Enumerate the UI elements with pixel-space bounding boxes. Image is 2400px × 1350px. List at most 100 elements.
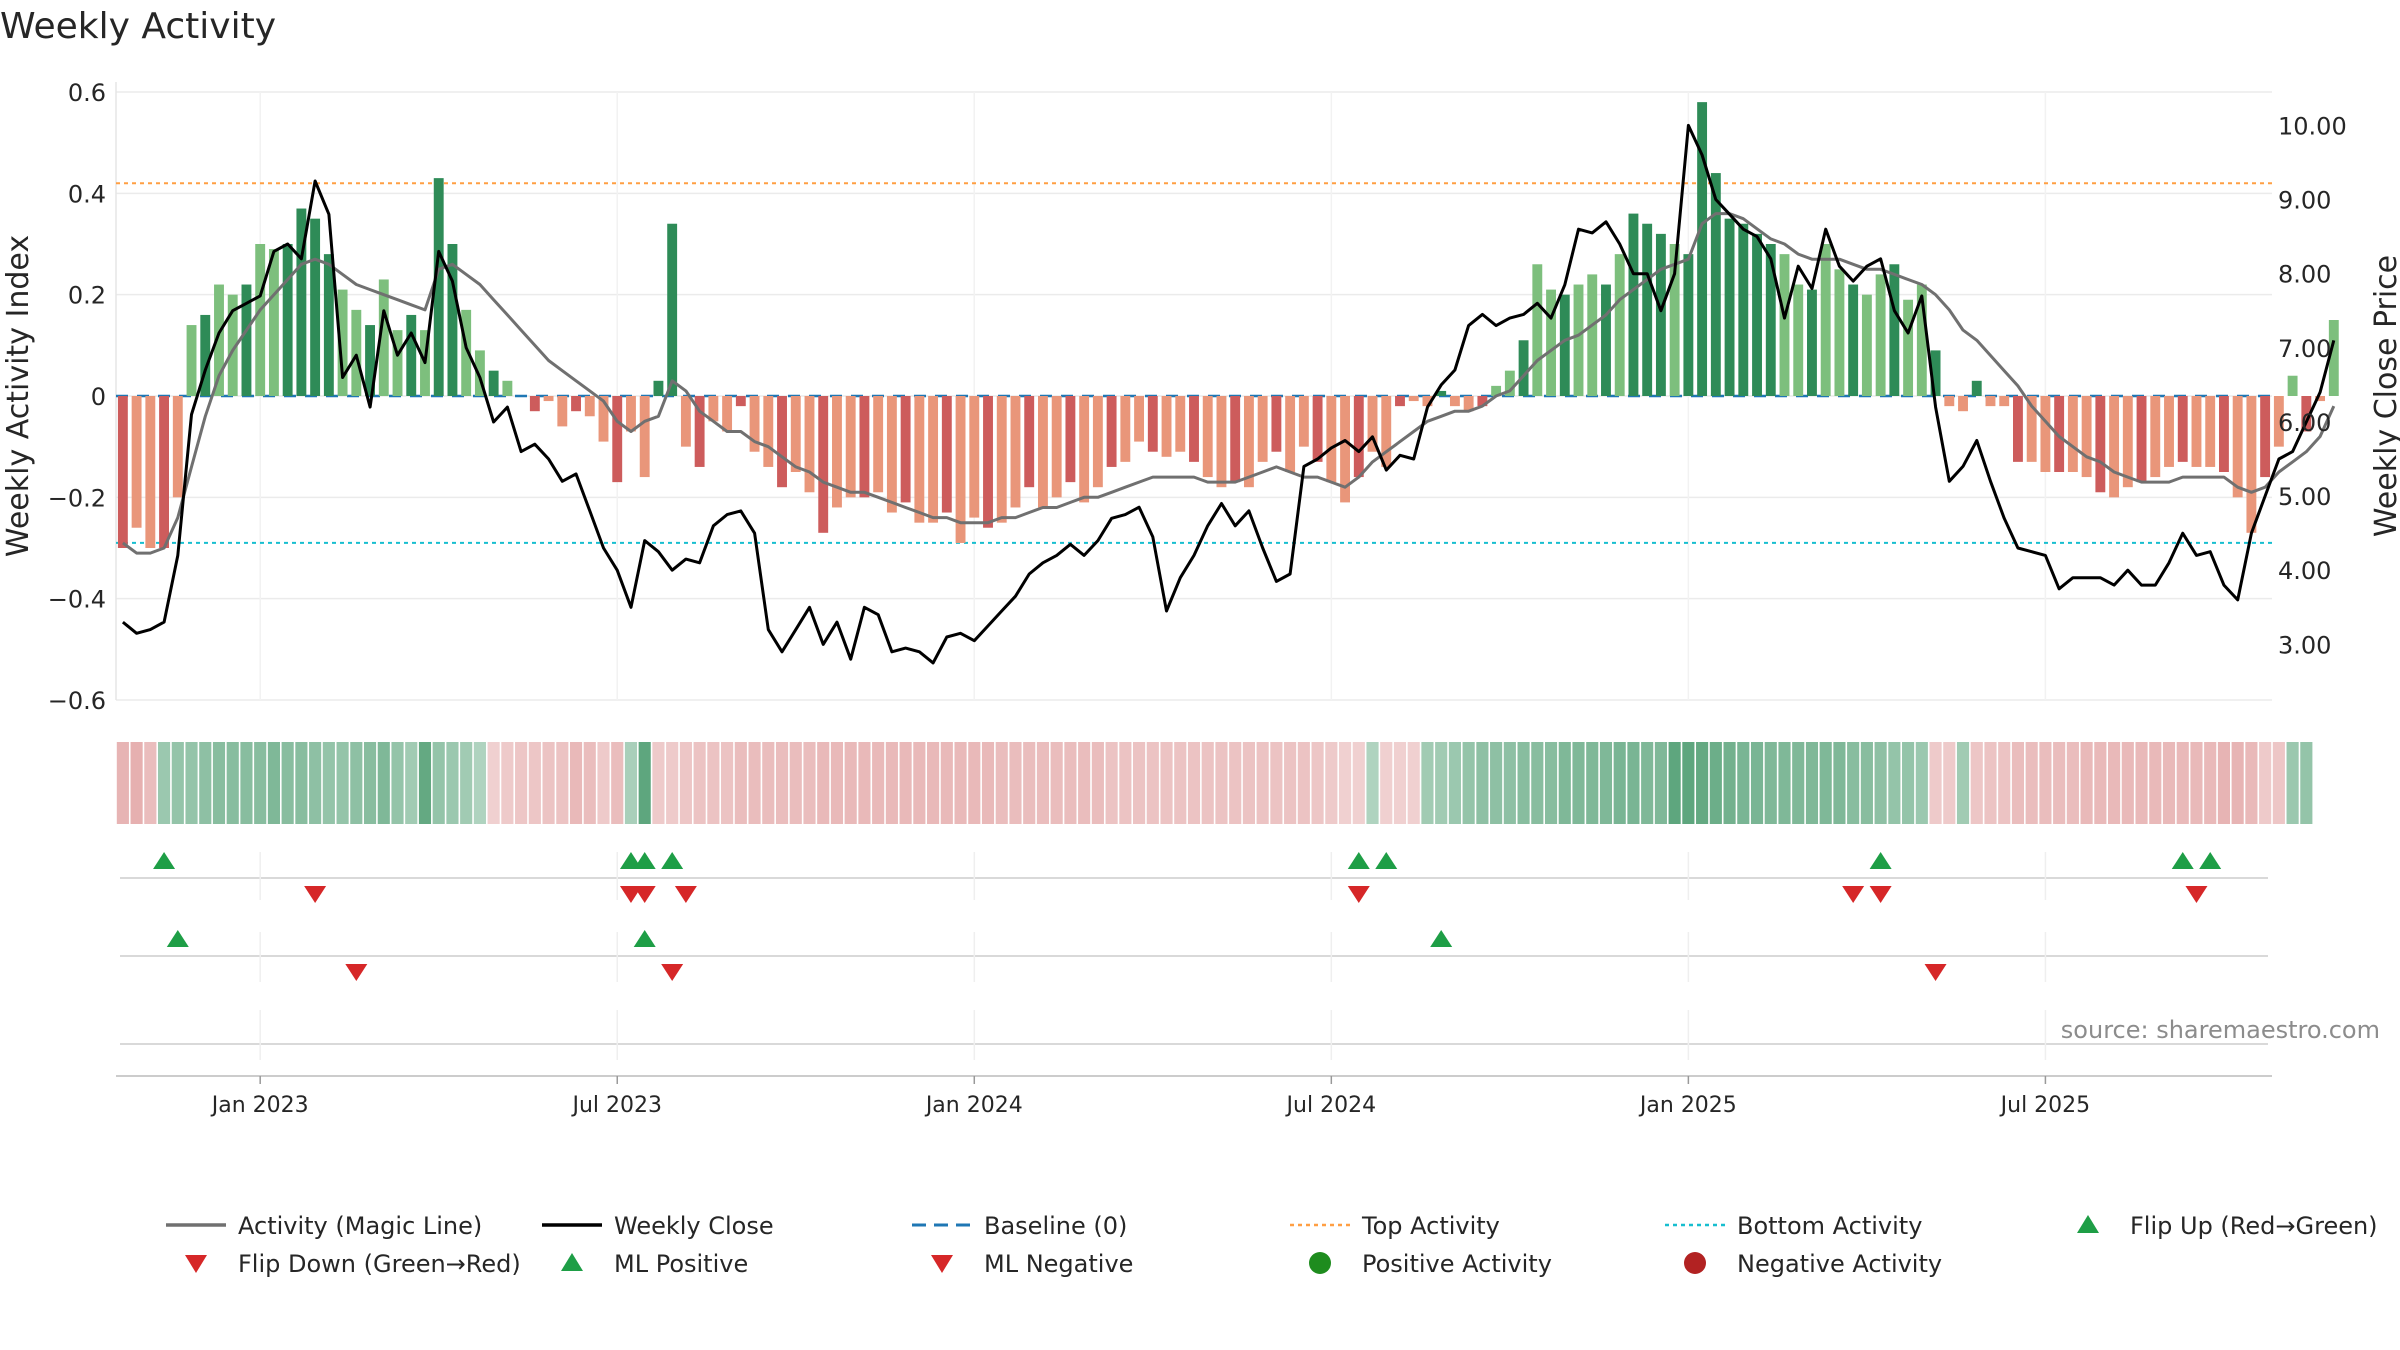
ribbon-cell — [624, 742, 638, 824]
ribbon-cell — [1984, 742, 1997, 824]
ribbon-cell — [1668, 742, 1681, 824]
ribbon-cell — [542, 742, 555, 824]
legend-label: Weekly Close — [614, 1212, 774, 1240]
activity-bar — [1628, 213, 1639, 396]
activity-bar — [159, 396, 170, 548]
ribbon-cell — [1696, 742, 1709, 824]
legend-swatch — [931, 1255, 953, 1273]
activity-bar — [502, 380, 513, 396]
magic-line — [122, 212, 2336, 555]
activity-bar — [1903, 299, 1914, 396]
activity-bar — [406, 314, 417, 396]
activity-bar — [1285, 396, 1296, 472]
ribbon-cell — [2149, 742, 2162, 824]
ribbon-cell — [817, 742, 830, 824]
source-text: source: sharemaestro.com — [2061, 1016, 2380, 1044]
ml-positive-marker — [166, 930, 189, 947]
activity-bar — [1367, 396, 1378, 452]
activity-bar — [1271, 396, 1282, 452]
activity-bar — [337, 289, 348, 396]
activity-bar — [447, 244, 458, 396]
activity-bar — [1230, 396, 1241, 483]
ribbon-cell — [1050, 742, 1063, 824]
activity-bar — [186, 325, 197, 396]
activity-bar — [777, 396, 787, 488]
ribbon-cell — [1009, 742, 1022, 824]
ribbon-cell — [322, 742, 335, 824]
activity-bar — [886, 396, 897, 513]
activity-bar — [1504, 370, 1515, 396]
ml-negative-marker — [345, 964, 368, 981]
right-tick-label: 5.00 — [2278, 483, 2331, 511]
ribbon-cell — [2094, 742, 2107, 824]
ribbon-cell — [336, 742, 349, 824]
ribbon-cell — [226, 742, 239, 824]
activity-bar — [1930, 350, 1941, 396]
activity-bar — [653, 380, 664, 396]
activity-bar — [1601, 284, 1611, 396]
ribbon-cell — [1833, 742, 1846, 824]
activity-bar — [1710, 173, 1721, 396]
activity-bar — [1106, 396, 1117, 467]
ribbon-cell — [1146, 742, 1159, 824]
right-tick-label: 10.00 — [2278, 112, 2347, 140]
ribbon-cell — [1297, 742, 1310, 824]
activity-bar — [2232, 396, 2243, 498]
ribbon-cell — [1723, 742, 1736, 824]
activity-bar — [1532, 264, 1543, 396]
ribbon-cell — [1599, 742, 1613, 824]
right-tick-label: 3.00 — [2278, 631, 2331, 659]
ribbon-cell — [130, 742, 143, 824]
legend-swatch — [1309, 1252, 1331, 1274]
legend-swatch — [185, 1255, 207, 1273]
activity-bar — [1079, 396, 1090, 503]
activity-bar — [584, 396, 595, 417]
ribbon-cell — [2231, 742, 2244, 824]
ribbon-cell — [1201, 742, 1214, 824]
activity-bar — [2026, 396, 2037, 462]
activity-bar — [1298, 396, 1309, 447]
ribbon-cell — [1874, 742, 1887, 824]
right-tick-label: 9.00 — [2278, 187, 2331, 215]
activity-bar — [1916, 284, 1927, 396]
series-lines — [121, 123, 2336, 665]
activity-bar — [323, 254, 334, 396]
activity-bar — [639, 396, 650, 478]
ribbon-cell — [1764, 742, 1777, 824]
flip-up-marker — [1347, 852, 1370, 869]
ribbon-cell — [872, 742, 885, 824]
ribbon-cell — [1915, 742, 1928, 824]
ribbon-cell — [844, 742, 857, 824]
ribbon-cell — [583, 742, 596, 824]
activity-bar — [749, 396, 760, 452]
ribbon-cell — [981, 742, 995, 824]
ribbon-cell — [528, 742, 541, 824]
activity-bar — [1559, 294, 1570, 396]
flip-up-marker — [633, 852, 656, 869]
legend-swatch — [1684, 1252, 1706, 1274]
activity-bar — [433, 178, 444, 396]
right-tick-label: 8.00 — [2278, 261, 2331, 289]
ribbon-cell — [913, 742, 926, 824]
ribbon-cell — [1737, 742, 1750, 824]
ribbon-cell — [240, 742, 253, 824]
activity-bar — [2273, 396, 2284, 447]
activity-bar — [804, 396, 815, 493]
ribbon-cell — [309, 742, 322, 824]
ribbon-cell — [2080, 742, 2093, 824]
ribbon-cell — [515, 742, 528, 824]
ribbon-cell — [1380, 742, 1393, 824]
ribbon-cell — [885, 742, 898, 824]
activity-bars — [117, 102, 2339, 548]
flip-down-marker — [2185, 886, 2208, 903]
ribbon-cell — [1654, 742, 1667, 824]
ribbon-cell — [116, 742, 129, 824]
ribbon-cell — [254, 742, 267, 824]
ribbon-cell — [1325, 742, 1338, 824]
activity-bar — [2205, 396, 2216, 467]
activity-bar — [1189, 396, 1199, 462]
activity-bar — [2150, 396, 2161, 478]
ribbon-cell — [995, 742, 1008, 824]
flip-down-marker — [1347, 886, 1370, 903]
activity-bar — [1573, 284, 1584, 396]
